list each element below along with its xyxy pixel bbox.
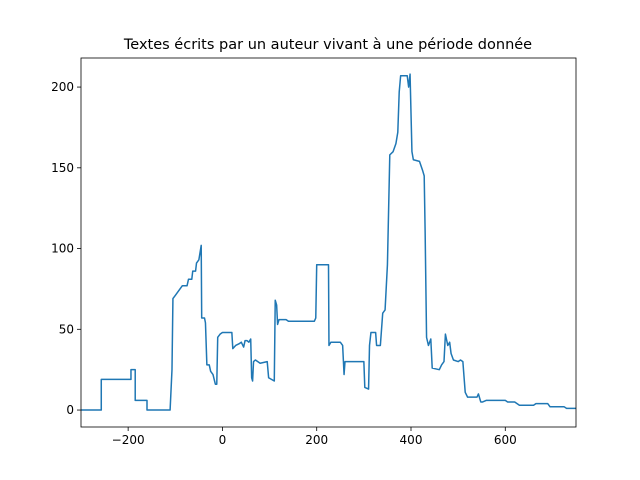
x-tick-label: 200 xyxy=(305,433,328,447)
y-tick-label: 50 xyxy=(59,322,74,336)
y-tick-label: 0 xyxy=(66,403,74,417)
line-series xyxy=(81,73,576,411)
y-tick-label: 100 xyxy=(51,242,74,256)
x-tick-label: 400 xyxy=(400,433,423,447)
chart-title: Textes écrits par un auteur vivant à une… xyxy=(123,37,532,53)
plot-frame xyxy=(80,57,577,428)
x-tick-label: −200 xyxy=(112,433,145,447)
x-tick-label: 600 xyxy=(494,433,517,447)
y-tick-label: 150 xyxy=(51,161,74,175)
x-tick-label: 0 xyxy=(219,433,227,447)
y-tick-label: 200 xyxy=(51,80,74,94)
